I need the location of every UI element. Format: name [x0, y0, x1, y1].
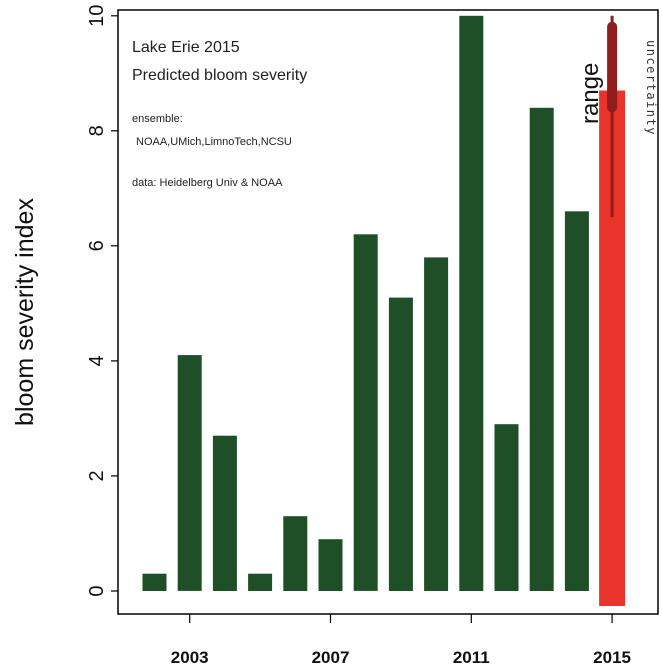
bar-2010 — [424, 257, 449, 591]
bar-2002 — [142, 573, 167, 591]
bar-2008 — [353, 234, 378, 591]
bar-2011 — [459, 15, 484, 592]
bar-2012 — [494, 424, 519, 591]
bar-2006 — [283, 516, 308, 591]
range-label: range — [577, 63, 604, 124]
y-tick-label-8: 8 — [86, 125, 108, 136]
y-tick-label-2: 2 — [86, 470, 108, 481]
x-axis: 2003 2007 2011 2015 — [171, 614, 631, 667]
range-bar — [607, 21, 618, 113]
y-tick-label-10: 10 — [86, 5, 108, 27]
x-tick-label-2011: 2011 — [453, 648, 490, 667]
y-tick-label-0: 0 — [86, 585, 108, 596]
chart-annotation-title-line2: Predicted bloom severity — [132, 67, 307, 84]
bars-group — [142, 15, 626, 606]
x-tick-label-2007: 2007 — [312, 648, 350, 667]
bar-2004 — [212, 435, 237, 591]
y-tick-label-4: 4 — [86, 355, 108, 366]
uncertainty-label: uncertainty — [644, 40, 658, 136]
bar-2007 — [318, 539, 343, 591]
y-tick-label-6: 6 — [86, 240, 108, 251]
x-tick-label-2015: 2015 — [593, 648, 631, 667]
chart-annotation-title-line1: Lake Erie 2015 — [132, 39, 240, 56]
x-tick-label-2003: 2003 — [171, 648, 209, 667]
range-group — [607, 15, 618, 218]
bar-2003 — [177, 355, 202, 591]
bar-2014 — [564, 211, 589, 592]
y-axis-label: bloom severity index — [11, 198, 39, 426]
bar-2009 — [388, 297, 413, 591]
plot-frame — [117, 9, 659, 615]
bar-2013 — [529, 107, 554, 592]
ensemble-label: ensemble: — [132, 113, 183, 125]
y-axis: 0 2 4 6 8 10 — [86, 5, 118, 597]
bar-2005 — [248, 573, 273, 591]
ensemble-members: NOAA,UMich,LimnoTech,NCSU — [136, 136, 292, 148]
data-source-note: data: Heidelberg Univ & NOAA — [132, 177, 283, 189]
